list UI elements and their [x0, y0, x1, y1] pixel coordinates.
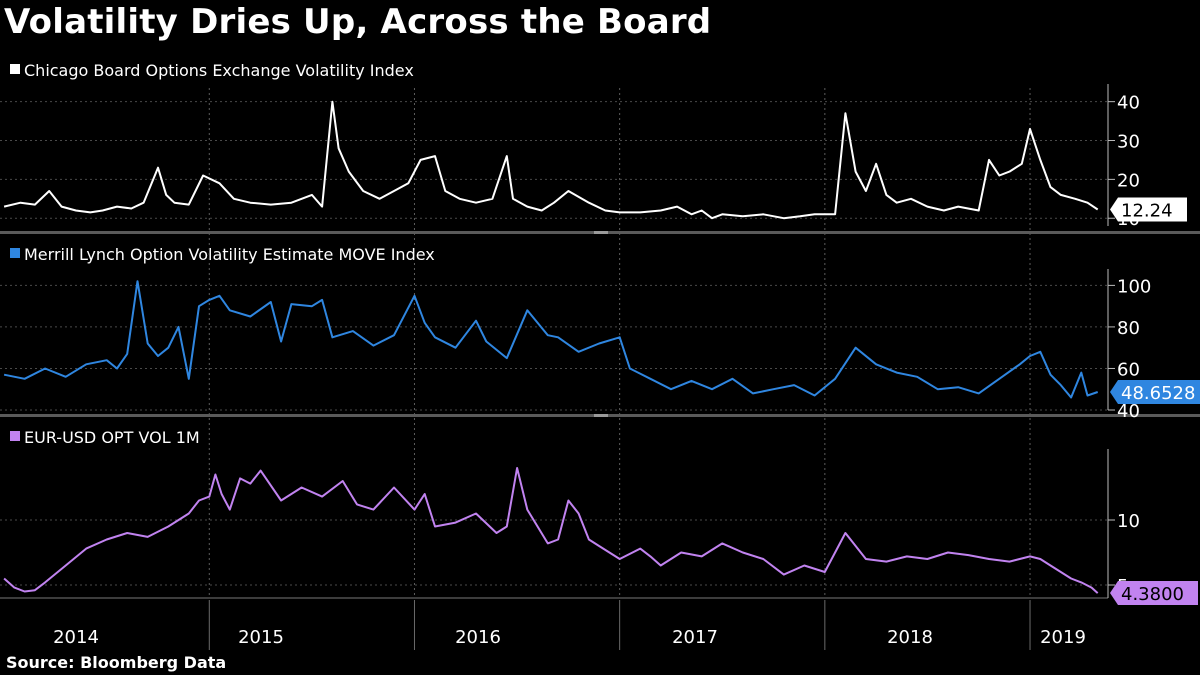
last-value-label-vix: 12.24 [1121, 201, 1173, 222]
legend-label-move: Merrill Lynch Option Volatility Estimate… [24, 245, 435, 264]
last-value-tag-eurusd [1110, 581, 1198, 606]
panel-separator-1-handle[interactable] [594, 231, 608, 234]
legend-eurusd: EUR-USD OPT VOL 1M [10, 428, 200, 447]
source-note: Source: Bloomberg Data [6, 653, 227, 672]
year-label: 2019 [1040, 627, 1086, 648]
y-tick-label: 10 [1117, 511, 1140, 532]
legend-label-vix: Chicago Board Options Exchange Volatilit… [24, 61, 414, 80]
year-label: 2015 [238, 627, 284, 648]
year-label: 2017 [672, 627, 718, 648]
last-value-label-move: 48.6528 [1121, 383, 1195, 404]
panel-separator-2-handle[interactable] [594, 414, 608, 417]
series-line-vix [3, 100, 1099, 220]
y-tick-label: 60 [1117, 359, 1140, 380]
year-label: 2014 [53, 627, 99, 648]
y-tick-label: 30 [1117, 132, 1140, 153]
chart-title: Volatility Dries Up, Across the Board [4, 2, 712, 42]
legend-vix: Chicago Board Options Exchange Volatilit… [10, 61, 414, 80]
x-axis-year-labels: 2014 2015 2016 2017 2018 2019 [53, 627, 1086, 648]
legend-label-eurusd: EUR-USD OPT VOL 1M [24, 428, 200, 447]
legend-swatch-move [10, 248, 20, 258]
y-tick-label: 40 [1117, 401, 1140, 422]
y-tick-label: 100 [1117, 276, 1151, 297]
last-value-label-eurusd: 4.3800 [1121, 584, 1184, 605]
series-line-move [3, 280, 1099, 399]
year-label: 2018 [887, 627, 933, 648]
y-tick-label: 80 [1117, 318, 1140, 339]
y-tick-label: 40 [1117, 93, 1140, 114]
last-value-tag-vix [1110, 197, 1187, 222]
legend-swatch-vix [10, 64, 20, 74]
y-tick-label: 20 [1117, 170, 1140, 191]
last-value-tag-move [1110, 380, 1200, 405]
series-line-eurusd [3, 467, 1099, 594]
legend-move: Merrill Lynch Option Volatility Estimate… [10, 245, 435, 264]
year-label: 2016 [455, 627, 501, 648]
legend-swatch-eurusd [10, 431, 20, 441]
